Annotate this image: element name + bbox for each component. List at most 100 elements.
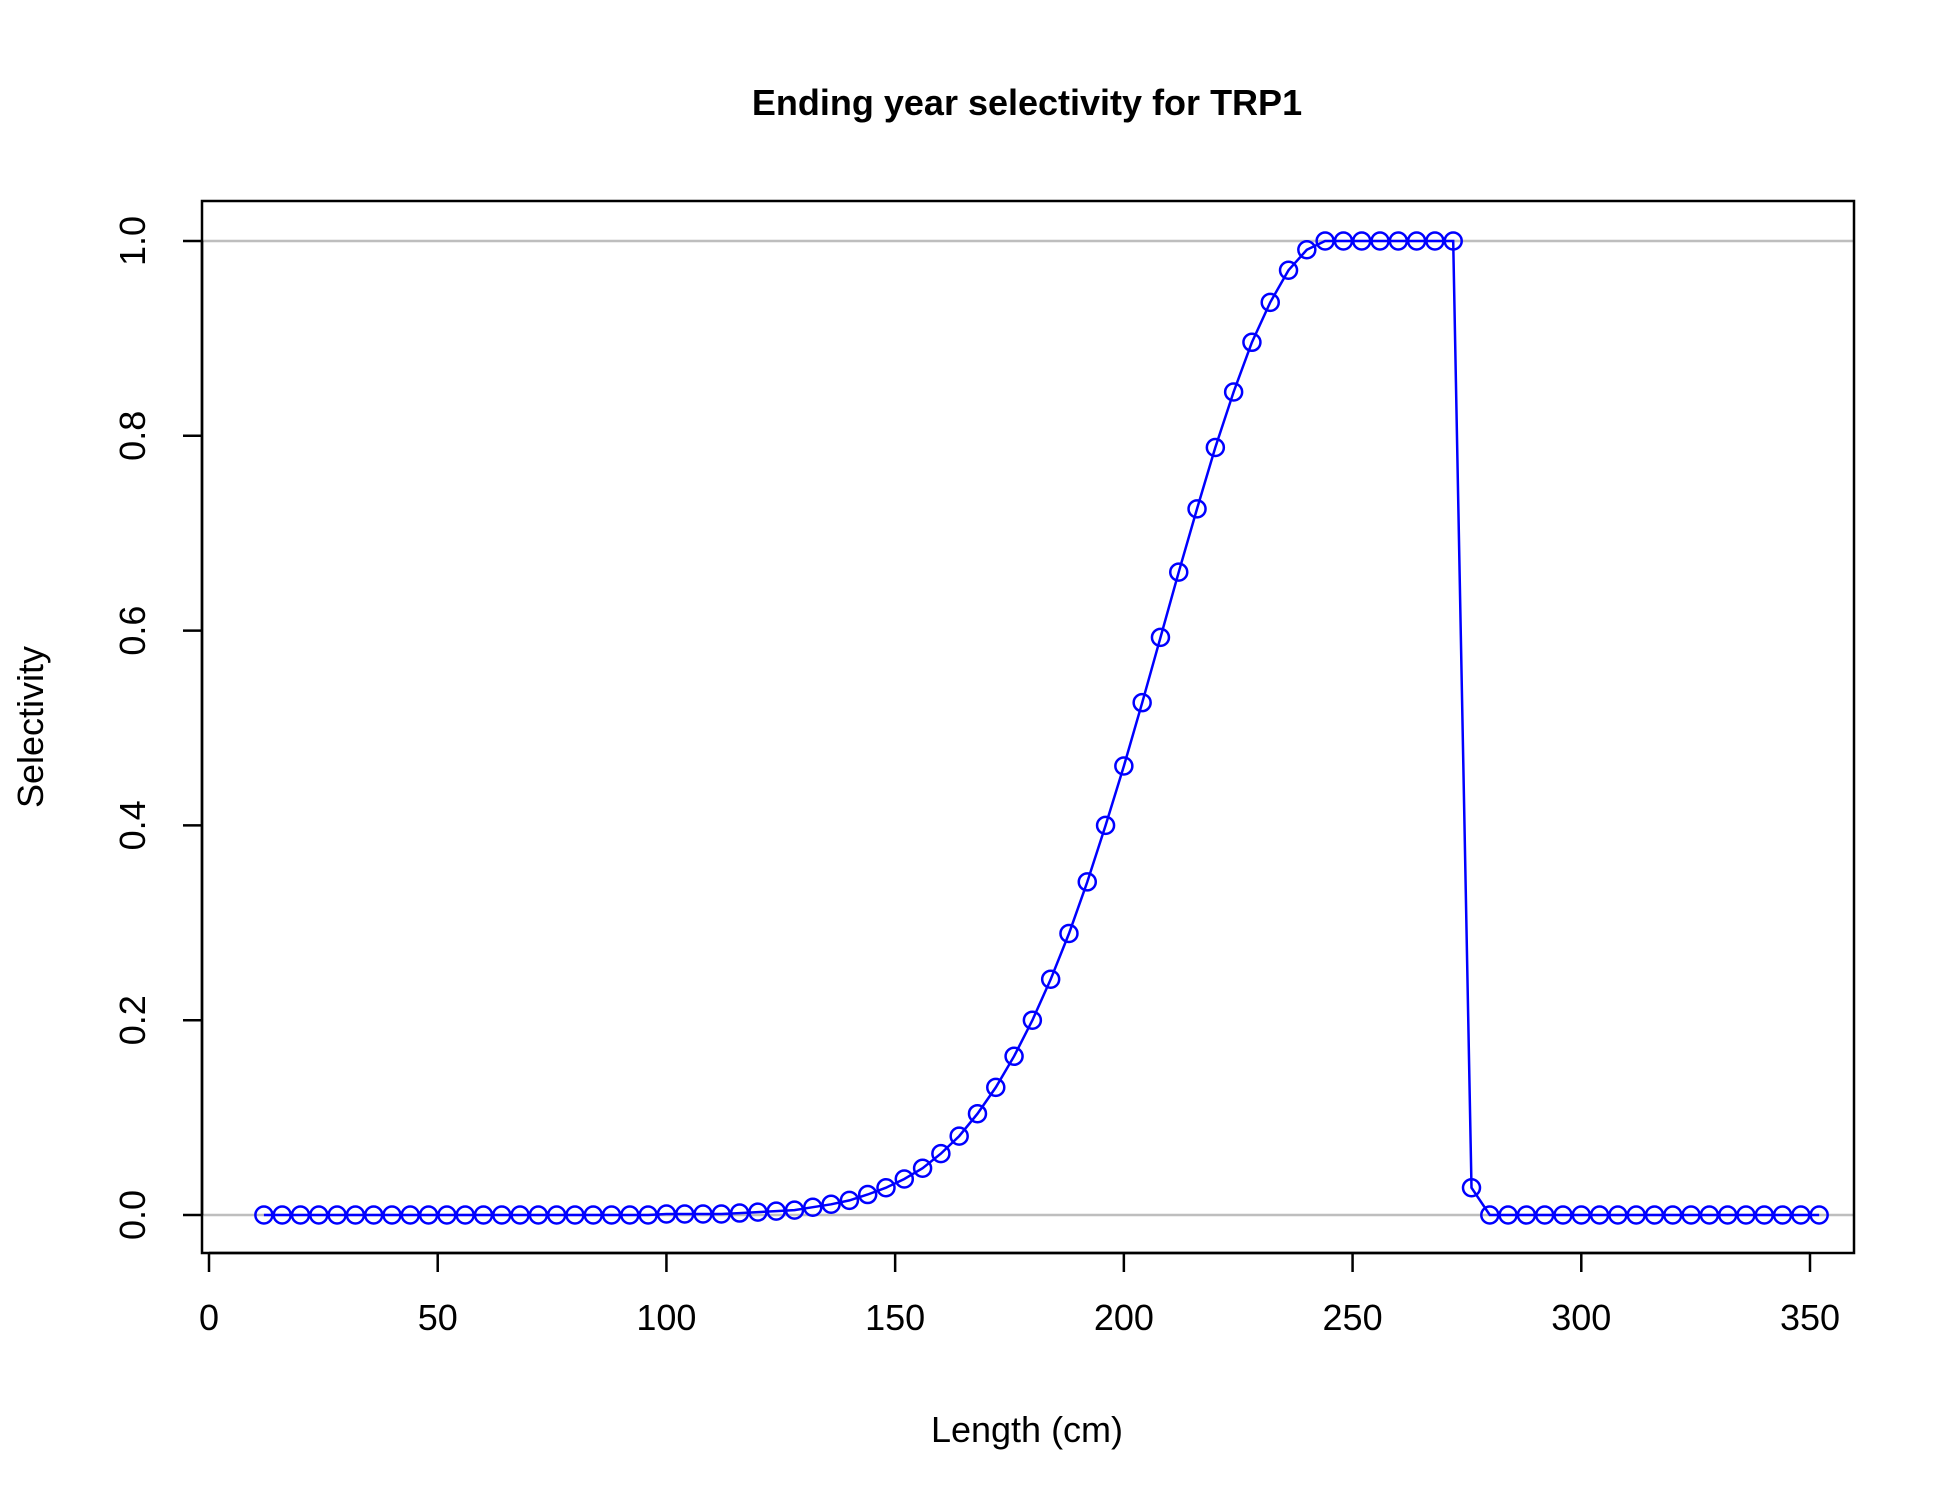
data-point [931, 1143, 951, 1164]
data-point [345, 1205, 366, 1225]
data-point [857, 1184, 878, 1205]
data-point [766, 1201, 786, 1221]
y-tick-label: 0.0 [112, 1190, 153, 1240]
data-point [1608, 1205, 1628, 1225]
data-point [1663, 1205, 1683, 1225]
data-point [400, 1205, 421, 1225]
y-axis-label: Selectivity [10, 646, 51, 808]
data-point [1571, 1205, 1592, 1225]
data-point [912, 1158, 933, 1178]
data-point [1589, 1205, 1610, 1225]
data-point [1809, 1205, 1829, 1225]
data-point [1059, 923, 1079, 944]
data-point [1791, 1205, 1811, 1225]
data-point [327, 1205, 347, 1225]
y-axis: 0.0 0.2 0.4 0.6 0.8 1.0 [112, 216, 204, 1240]
data-point [1132, 692, 1152, 713]
x-axis-label: Length (cm) [931, 1409, 1123, 1450]
data-point [894, 1169, 915, 1189]
data-point [363, 1205, 384, 1225]
y-tick-label: 0.6 [112, 606, 153, 656]
y-tick-label: 1.0 [112, 216, 153, 266]
data-point [565, 1205, 585, 1225]
x-axis: 0 50 100 150 200 250 300 350 [199, 1251, 1840, 1338]
data-point [1388, 231, 1409, 251]
data-point [1242, 332, 1262, 353]
data-point [1022, 1010, 1043, 1030]
data-point [1168, 562, 1189, 582]
data-point [693, 1204, 713, 1224]
data-point [711, 1204, 732, 1224]
x-tick-label: 50 [418, 1297, 458, 1338]
data-point [1077, 872, 1098, 892]
data-point [528, 1205, 549, 1225]
data-point [1681, 1205, 1701, 1225]
data-point [583, 1205, 603, 1225]
data-point [473, 1205, 494, 1225]
plot-frame [200, 199, 1856, 1255]
data-point [1297, 240, 1317, 260]
data-point [272, 1205, 292, 1225]
data-point [1187, 499, 1207, 519]
data-point [1534, 1205, 1555, 1225]
data-point [876, 1177, 896, 1198]
data-point [437, 1205, 457, 1225]
x-tick-label: 300 [1551, 1297, 1611, 1338]
reference-lines [202, 239, 1854, 1217]
data-point [492, 1205, 512, 1225]
data-point [290, 1205, 311, 1225]
y-tick-label: 0.4 [112, 800, 153, 850]
data-point [1114, 756, 1134, 776]
data-point [967, 1103, 988, 1124]
data-point [1370, 231, 1390, 251]
data-point [382, 1205, 402, 1225]
data-point [1443, 231, 1463, 251]
data-point [784, 1200, 805, 1220]
data-point [1425, 231, 1445, 251]
x-tick-label: 0 [199, 1297, 219, 1338]
data-point [1004, 1046, 1024, 1066]
x-tick-label: 100 [636, 1297, 696, 1338]
data-point [1699, 1205, 1720, 1225]
data-point [1772, 1205, 1793, 1225]
data-point [949, 1126, 969, 1146]
series-line [263, 239, 1820, 1217]
data-point [656, 1204, 677, 1224]
data-point [638, 1205, 658, 1225]
y-tick-label: 0.2 [112, 995, 153, 1045]
data-point [1754, 1205, 1775, 1225]
data-point [1644, 1205, 1665, 1225]
data-point [1205, 437, 1226, 458]
data-point [1040, 969, 1061, 990]
data-point [510, 1205, 530, 1225]
data-point [1626, 1205, 1646, 1225]
x-tick-label: 250 [1323, 1297, 1383, 1338]
data-point [620, 1205, 640, 1225]
data-point [546, 1205, 567, 1225]
data-series [254, 231, 1829, 1225]
data-point [986, 1077, 1006, 1098]
data-point [455, 1205, 475, 1225]
data-point [1516, 1205, 1537, 1225]
y-tick-label: 0.8 [112, 411, 153, 461]
data-point [254, 1205, 274, 1225]
data-point [839, 1190, 860, 1211]
data-point [309, 1205, 329, 1225]
data-point [748, 1202, 768, 1222]
data-point [601, 1205, 622, 1225]
data-point [674, 1204, 695, 1224]
data-point [1498, 1205, 1518, 1225]
data-point [1315, 231, 1335, 251]
data-point [1406, 231, 1427, 251]
data-point [821, 1194, 841, 1215]
data-point [1351, 231, 1372, 251]
data-point [1223, 382, 1244, 402]
data-point [1260, 292, 1280, 313]
data-point [1553, 1205, 1573, 1225]
chart-title: Ending year selectivity for TRP1 [752, 82, 1302, 123]
data-point [418, 1205, 439, 1225]
data-point [1095, 815, 1116, 836]
x-tick-label: 200 [1094, 1297, 1154, 1338]
data-point [1461, 1177, 1482, 1198]
